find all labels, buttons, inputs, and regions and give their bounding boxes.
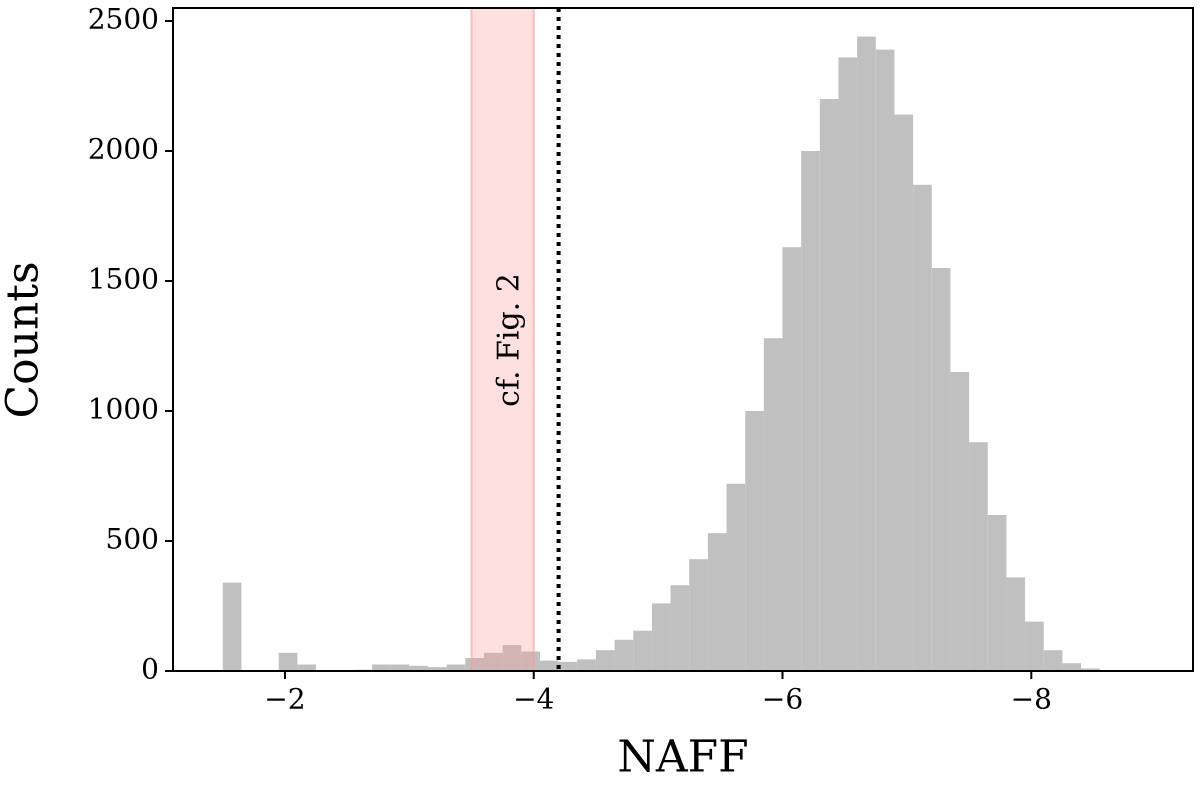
- bar: [446, 664, 466, 671]
- bar: [987, 515, 1007, 671]
- bar: [801, 151, 820, 671]
- y-tick-label: 1500: [88, 263, 159, 296]
- bar: [595, 650, 615, 671]
- bar: [521, 651, 540, 671]
- x-tick-label: −4: [513, 683, 554, 716]
- bar: [428, 667, 447, 671]
- bar: [222, 582, 242, 671]
- bar: [707, 533, 727, 671]
- x-tick-label: −8: [1011, 683, 1052, 716]
- bar: [894, 114, 914, 672]
- bar: [1006, 577, 1026, 671]
- bar: [670, 585, 690, 671]
- bar: [726, 483, 746, 671]
- bar: [577, 659, 596, 671]
- bar: [278, 652, 298, 671]
- bar: [372, 664, 391, 671]
- bar: [1062, 663, 1082, 671]
- annotation: cf. Fig. 2: [492, 273, 527, 407]
- bar: [745, 411, 764, 671]
- bar: [558, 661, 578, 671]
- bar: [1081, 668, 1100, 671]
- bar: [969, 442, 988, 671]
- bar: [875, 49, 895, 672]
- bar: [502, 645, 522, 671]
- bar: [390, 664, 410, 671]
- bar: [1025, 621, 1044, 671]
- y-tick-label: 500: [106, 523, 159, 556]
- bar: [819, 99, 839, 671]
- bar: [931, 268, 951, 671]
- bar: [1043, 650, 1063, 671]
- x-axis-label: NAFF: [617, 732, 748, 783]
- y-axis-label: Counts: [0, 261, 49, 418]
- bar: [763, 338, 783, 671]
- y-tick-label: 2000: [88, 133, 159, 166]
- bar: [651, 603, 671, 671]
- bar: [297, 664, 317, 671]
- bar: [465, 658, 484, 671]
- bar: [409, 665, 428, 671]
- bar: [689, 559, 708, 671]
- axes-frame: [172, 7, 1194, 672]
- x-tick-label: −2: [264, 683, 305, 716]
- bar: [539, 660, 559, 671]
- y-tick-label: 0: [141, 653, 159, 686]
- bar: [614, 639, 634, 671]
- bar: [838, 57, 858, 671]
- bar: [633, 630, 652, 671]
- y-tick-label: 2500: [88, 3, 159, 36]
- y-tick-label: 1000: [88, 393, 159, 426]
- bar: [483, 652, 503, 671]
- x-tick-label: −6: [762, 683, 803, 716]
- bar: [913, 184, 932, 672]
- bar: [782, 247, 802, 671]
- bar: [950, 372, 970, 671]
- bar: [857, 36, 876, 672]
